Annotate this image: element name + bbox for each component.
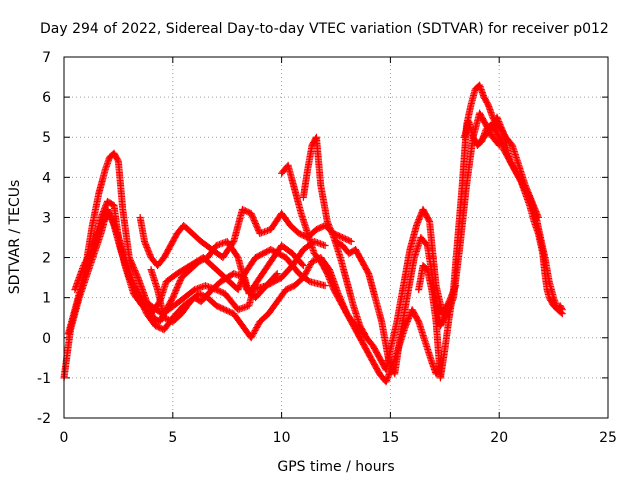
- data-point: [558, 310, 566, 318]
- x-tick-label: 20: [490, 430, 508, 446]
- x-tick-label: 25: [599, 430, 617, 446]
- y-tick-label: 5: [42, 130, 51, 146]
- y-tick-label: 4: [42, 170, 51, 186]
- y-tick-label: 0: [42, 331, 51, 347]
- y-tick-label: 6: [42, 90, 51, 106]
- data-point: [425, 216, 433, 224]
- x-tick-label: 10: [273, 430, 291, 446]
- data-point: [298, 260, 306, 268]
- series-track-b: [64, 209, 307, 338]
- data-point: [299, 262, 307, 270]
- data-point: [272, 271, 280, 279]
- x-tick-label: 0: [60, 430, 69, 446]
- series-track-d: [82, 149, 281, 326]
- y-tick-label: 2: [42, 251, 51, 267]
- x-tick-label: 5: [168, 430, 177, 446]
- series-track-e: [136, 205, 355, 270]
- data-points: [60, 81, 566, 386]
- series-track-l: [473, 113, 566, 318]
- series-track-g: [278, 161, 444, 386]
- data-point: [133, 272, 141, 280]
- y-tick-label: -1: [37, 371, 51, 387]
- data-point: [321, 282, 329, 290]
- chart-title: Day 294 of 2022, Sidereal Day-to-day VTE…: [40, 21, 609, 37]
- x-tick-label: 15: [381, 430, 399, 446]
- series-track-f: [147, 254, 368, 342]
- data-point: [557, 309, 565, 317]
- y-tick-label: 1: [42, 291, 51, 307]
- x-axis-label: GPS time / hours: [277, 459, 394, 475]
- data-point: [321, 242, 329, 250]
- data-point: [346, 237, 354, 245]
- data-point: [273, 270, 281, 278]
- y-tick-label: 7: [42, 50, 51, 66]
- plot-frame: [63, 56, 609, 419]
- y-tick-label: -2: [37, 411, 51, 427]
- y-axis-label: SDTVAR / TECUs: [7, 180, 23, 295]
- y-tick-label: 3: [42, 210, 51, 226]
- data-point: [422, 240, 430, 248]
- data-point: [347, 238, 355, 246]
- data-point: [114, 156, 122, 164]
